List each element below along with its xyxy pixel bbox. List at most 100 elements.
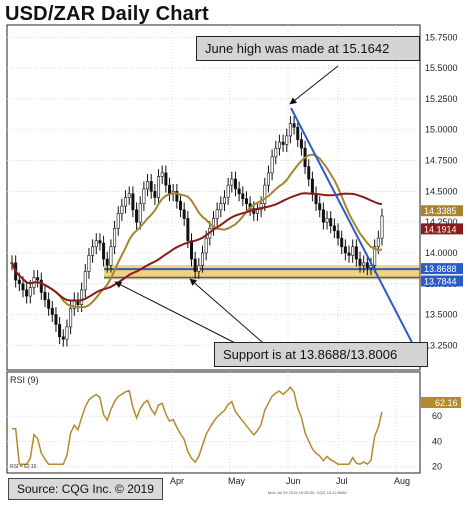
candle-body xyxy=(362,262,366,266)
candle-body xyxy=(21,283,25,291)
candle-body xyxy=(131,193,135,211)
y-tick-label: 15.5000 xyxy=(425,63,458,73)
candle-body xyxy=(135,209,139,223)
price-tag-label: 14.3385 xyxy=(424,206,457,216)
rsi-current: 62.16 xyxy=(435,398,458,408)
candle-body xyxy=(61,336,65,340)
price-tag-bg xyxy=(421,275,463,287)
price-tags: 14.3385 14.1914 13.8688 13.7844 xyxy=(421,205,463,287)
candle-body xyxy=(233,178,237,190)
candle-body xyxy=(138,203,142,223)
candle-body xyxy=(179,200,183,211)
candle-body xyxy=(50,308,54,315)
candle-body xyxy=(113,228,117,248)
rsi-label: RSI (9) xyxy=(10,375,39,385)
candle-body xyxy=(332,225,336,232)
candle-body xyxy=(307,166,311,180)
candle-body xyxy=(91,246,95,256)
price-panel xyxy=(6,24,421,371)
candle-body xyxy=(105,258,109,266)
candle-body xyxy=(186,218,190,241)
x-tick-label: Jun xyxy=(286,476,301,486)
candle-body xyxy=(87,255,91,272)
candle-body xyxy=(288,123,292,137)
candle-body xyxy=(149,181,153,192)
candle-body xyxy=(219,203,223,211)
candle-body xyxy=(237,188,241,195)
y-tick-label: 15.0000 xyxy=(425,125,458,135)
candle-body xyxy=(47,299,51,309)
footnote: Mon Jul 29 2019 10:25:30, CQG 19.12.8080 xyxy=(268,490,347,495)
candle-body xyxy=(175,191,179,202)
candle-body xyxy=(211,218,215,229)
candle-body xyxy=(65,326,69,340)
chart-title: USD/ZAR Daily Chart xyxy=(5,3,209,25)
candle-body xyxy=(347,252,351,256)
candle-body xyxy=(270,156,274,174)
candle-body xyxy=(43,292,47,301)
candle-body xyxy=(340,237,344,248)
price-tag-bg xyxy=(421,205,463,217)
price-grid xyxy=(7,25,420,370)
rsi-tag-bg xyxy=(421,397,461,408)
candle-body xyxy=(109,246,113,266)
y-tick-label: 14.7500 xyxy=(425,156,458,166)
candle-body xyxy=(28,287,32,297)
candle-body xyxy=(54,314,58,325)
candle-body xyxy=(215,209,219,219)
rsi-start-label: RSI = 62.16 xyxy=(10,464,37,470)
y-tick-label: 14.0000 xyxy=(425,248,458,258)
moving-average-long xyxy=(11,192,383,302)
moving-average-short xyxy=(11,153,383,309)
candle-body xyxy=(222,197,226,204)
candle-body xyxy=(299,139,303,149)
june-high-callout: June high was made at 15.1642 xyxy=(196,36,420,61)
candle-body xyxy=(285,135,289,145)
candle-body xyxy=(351,246,355,256)
candle-body xyxy=(226,184,230,198)
candle-body xyxy=(190,240,194,260)
candle-body xyxy=(146,181,150,190)
candle-body xyxy=(321,209,325,223)
y-tick-label: 14.2500 xyxy=(425,217,458,227)
rsi-tick-label: 20 xyxy=(432,462,442,472)
arrow-support-2 xyxy=(189,278,263,343)
candle-body xyxy=(373,246,377,266)
y-tick-label: 14.5000 xyxy=(425,186,458,196)
candle-body xyxy=(25,289,29,297)
support-callout: Support is at 13.8688/13.8006 xyxy=(214,342,428,367)
rsi-grid xyxy=(7,372,420,473)
candle-body xyxy=(39,279,43,293)
candle-body xyxy=(354,246,358,260)
arrow-support-1 xyxy=(114,281,246,349)
candle-body xyxy=(127,193,131,198)
candle-body xyxy=(277,141,281,149)
candle-body xyxy=(241,193,245,200)
candle-body xyxy=(336,230,340,239)
x-axis: Apr May Jun Jul Aug xyxy=(170,476,410,486)
source-label: Source: CQG Inc. © 2019 xyxy=(8,478,163,500)
candle-body xyxy=(157,176,161,198)
candle-body xyxy=(197,264,201,272)
price-tag-label: 13.7844 xyxy=(424,277,457,287)
x-tick-label: Apr xyxy=(170,476,184,486)
candle-body xyxy=(80,289,84,305)
candle-body xyxy=(325,218,329,223)
candle-body xyxy=(36,277,40,281)
x-tick-label: May xyxy=(228,476,246,486)
candle-body xyxy=(358,258,362,266)
candle-body xyxy=(200,252,204,266)
rsi-axis: 60 40 20 xyxy=(432,411,442,472)
candle-body xyxy=(153,191,157,198)
price-tag-label: 14.1914 xyxy=(424,224,457,234)
price-tag-bg xyxy=(421,223,463,235)
candle-body xyxy=(182,209,186,219)
candle-body xyxy=(266,172,270,186)
candle-body xyxy=(124,197,128,207)
candle-body xyxy=(380,215,384,239)
candle-body xyxy=(244,198,248,204)
rsi-tick-label: 40 xyxy=(432,436,442,446)
candle-body xyxy=(102,242,106,260)
candle-body xyxy=(376,237,380,248)
